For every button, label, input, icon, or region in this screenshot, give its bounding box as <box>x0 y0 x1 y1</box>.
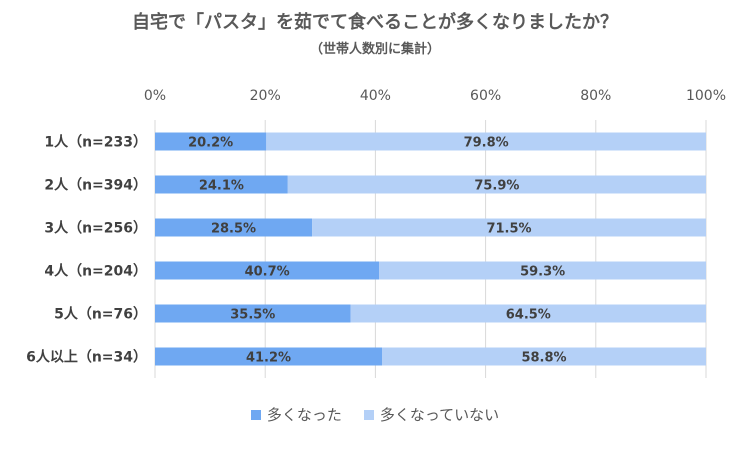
bar-segment-series-1 <box>155 261 380 280</box>
bar-segment-series-2 <box>287 175 706 194</box>
bar-segment-series-2 <box>379 261 706 280</box>
bar-segment-series-1 <box>155 304 351 323</box>
data-label: 24.1% <box>199 179 244 194</box>
legend-swatch-series-1 <box>250 409 261 420</box>
chart-subtitle: （世帯人数別に集計） <box>309 42 440 57</box>
x-tick-label: 40% <box>360 88 391 104</box>
legend: 多くなった 多くなっていない <box>0 404 750 425</box>
bar-segment-series-1 <box>155 347 383 366</box>
x-tick-label: 20% <box>250 88 281 104</box>
data-label: 71.5% <box>486 222 531 237</box>
bar-segment-series-2 <box>312 218 706 237</box>
data-label: 79.8% <box>464 136 509 151</box>
bar-segment-series-2 <box>266 132 706 151</box>
data-label: 41.2% <box>246 351 291 366</box>
legend-label-series-2: 多くなっていない <box>379 406 500 424</box>
x-tick-label: 100% <box>686 88 726 104</box>
bars <box>155 132 706 366</box>
data-label: 75.9% <box>474 179 519 194</box>
legend-swatch-series-2 <box>363 409 374 420</box>
data-label: 40.7% <box>245 265 290 280</box>
bar-segment-series-1 <box>155 132 267 151</box>
bar-segment-series-1 <box>155 218 313 237</box>
category-label: 3人（n=256） <box>44 220 147 237</box>
category-label: 2人（n=394） <box>44 177 147 194</box>
legend-label-series-1: 多くなった <box>266 406 342 424</box>
x-tick-label: 80% <box>580 88 611 104</box>
x-tick-label: 0% <box>144 88 166 104</box>
chart-title: 自宅で「パスタ」を茹でて食べることが多くなりましたか？ <box>132 12 618 33</box>
category-labels: 1人（n=233） 2人（n=394） 3人（n=256） 4人（n=204） 5人（n… <box>26 134 147 366</box>
category-label: 1人（n=233） <box>44 134 147 151</box>
category-label: 4人（n=204） <box>44 263 147 280</box>
data-labels: 20.2% 79.8% 24.1% 75.9% 28.5% 71.5% 40.7% 59.3%… <box>188 136 566 366</box>
bar-segment-series-1 <box>155 175 288 194</box>
bar-segment-series-2 <box>350 304 706 323</box>
data-label: 64.5% <box>506 308 551 323</box>
data-label: 35.5% <box>230 308 275 323</box>
category-label: 5人（n=76） <box>54 306 147 323</box>
gridlines <box>154 120 707 378</box>
bar-segment-series-2 <box>382 347 706 366</box>
data-label: 28.5% <box>211 222 256 237</box>
legend-item-series-1: 多くなった <box>250 404 342 425</box>
category-label: 6人以上（n=34） <box>26 349 147 366</box>
data-label: 20.2% <box>188 136 233 151</box>
data-label: 59.3% <box>520 265 565 280</box>
data-label: 58.8% <box>521 351 566 366</box>
x-axis-ticks: 0% 20% 40% 60% 80% 100% <box>144 88 726 104</box>
legend-item-series-2: 多くなっていない <box>363 404 500 425</box>
x-tick-label: 60% <box>470 88 501 104</box>
